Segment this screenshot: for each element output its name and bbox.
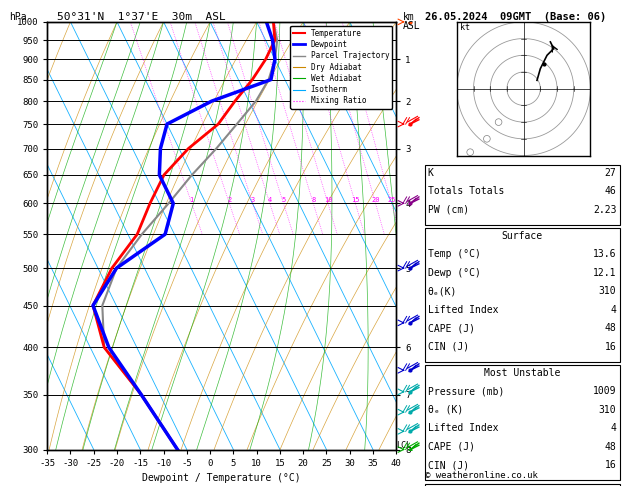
Text: 20: 20 xyxy=(371,197,380,203)
Text: 50°31'N  1°37'E  30m  ASL: 50°31'N 1°37'E 30m ASL xyxy=(57,12,225,22)
Text: 1: 1 xyxy=(189,197,194,203)
Legend: Temperature, Dewpoint, Parcel Trajectory, Dry Adiabat, Wet Adiabat, Isotherm, Mi: Temperature, Dewpoint, Parcel Trajectory… xyxy=(290,26,392,108)
Text: Surface: Surface xyxy=(501,231,543,241)
Text: CIN (J): CIN (J) xyxy=(428,460,469,470)
Text: θₑ(K): θₑ(K) xyxy=(428,286,457,296)
Text: Lifted Index: Lifted Index xyxy=(428,423,498,434)
Text: 2.23: 2.23 xyxy=(593,205,616,215)
Text: 4: 4 xyxy=(268,197,272,203)
Text: 48: 48 xyxy=(604,323,616,333)
Text: 310: 310 xyxy=(599,405,616,415)
Text: 4: 4 xyxy=(611,423,616,434)
Text: Temp (°C): Temp (°C) xyxy=(428,249,481,260)
Text: 16: 16 xyxy=(604,460,616,470)
Text: ASL: ASL xyxy=(403,21,420,31)
Text: 15: 15 xyxy=(351,197,360,203)
Text: Totals Totals: Totals Totals xyxy=(428,186,504,196)
Text: CAPE (J): CAPE (J) xyxy=(428,442,475,452)
Text: CIN (J): CIN (J) xyxy=(428,342,469,352)
Text: 26.05.2024  09GMT  (Base: 06): 26.05.2024 09GMT (Base: 06) xyxy=(425,12,606,22)
Text: Dewp (°C): Dewp (°C) xyxy=(428,268,481,278)
Text: Most Unstable: Most Unstable xyxy=(484,368,560,378)
Text: Pressure (mb): Pressure (mb) xyxy=(428,386,504,397)
Text: 25: 25 xyxy=(387,197,396,203)
Text: 310: 310 xyxy=(599,286,616,296)
Text: 46: 46 xyxy=(604,186,616,196)
Text: 8: 8 xyxy=(311,197,315,203)
Text: km: km xyxy=(403,12,415,22)
Text: 1009: 1009 xyxy=(593,386,616,397)
Text: 5: 5 xyxy=(281,197,286,203)
Text: 3: 3 xyxy=(250,197,255,203)
Text: hPa: hPa xyxy=(9,12,27,22)
Text: 13.6: 13.6 xyxy=(593,249,616,260)
Text: 48: 48 xyxy=(604,442,616,452)
Text: K: K xyxy=(428,168,433,178)
Text: 27: 27 xyxy=(604,168,616,178)
Text: 4: 4 xyxy=(611,305,616,315)
Text: PW (cm): PW (cm) xyxy=(428,205,469,215)
X-axis label: Dewpoint / Temperature (°C): Dewpoint / Temperature (°C) xyxy=(142,473,301,483)
Text: 2: 2 xyxy=(227,197,231,203)
Text: LCL: LCL xyxy=(396,440,411,450)
Text: kt: kt xyxy=(460,23,470,32)
Text: CAPE (J): CAPE (J) xyxy=(428,323,475,333)
Text: 10: 10 xyxy=(324,197,332,203)
Text: 16: 16 xyxy=(604,342,616,352)
Text: 12.1: 12.1 xyxy=(593,268,616,278)
Text: θₑ (K): θₑ (K) xyxy=(428,405,463,415)
Text: Lifted Index: Lifted Index xyxy=(428,305,498,315)
Text: © weatheronline.co.uk: © weatheronline.co.uk xyxy=(425,471,537,480)
